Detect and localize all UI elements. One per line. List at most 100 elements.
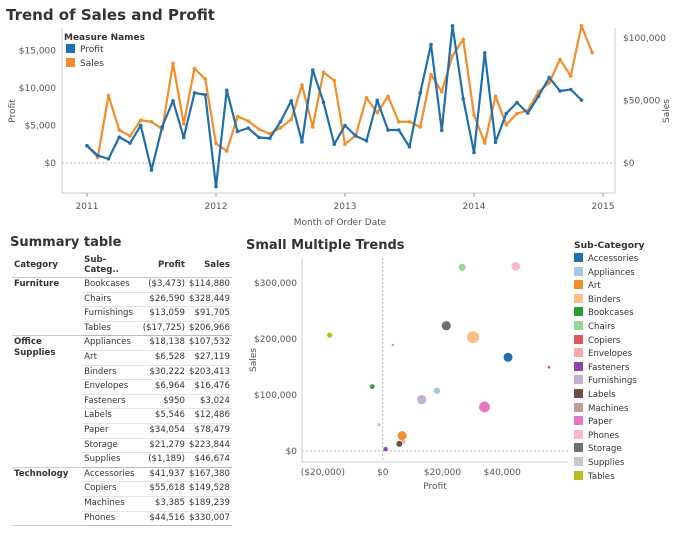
data-point-profit bbox=[396, 128, 401, 132]
data-point-sales bbox=[106, 93, 111, 98]
legend-label: Chairs bbox=[588, 321, 616, 332]
scatter-point-accessories bbox=[503, 352, 513, 362]
data-point-profit bbox=[171, 98, 175, 103]
legend-swatch bbox=[574, 348, 583, 358]
legend-swatch bbox=[574, 402, 583, 412]
scatter-point-art bbox=[397, 431, 407, 441]
legend-item-machines: Machines bbox=[574, 402, 645, 417]
category-cell: Technology bbox=[12, 467, 83, 527]
data-point-sales bbox=[128, 134, 132, 138]
data-point-sales bbox=[396, 119, 401, 124]
profit-cell: ($1,189) bbox=[140, 452, 187, 468]
table-row: Machines $3,385 $189,239 bbox=[12, 496, 232, 512]
trend-legend: Measure Names Profit Sales bbox=[64, 33, 145, 69]
legend-swatch-sales bbox=[66, 58, 75, 67]
legend-swatch bbox=[574, 320, 583, 330]
data-point-sales bbox=[579, 23, 584, 28]
legend-swatch bbox=[574, 253, 583, 262]
sales-cell: $149,528 bbox=[186, 481, 232, 497]
table-row: Furniture Bookcases ($3,473) $114,880 bbox=[12, 277, 232, 337]
legend-label-sales: Sales bbox=[80, 59, 104, 69]
table-row: Office Supplies Appliances $18,138 $107,532 bbox=[12, 335, 232, 468]
profit-cell: $13,059 bbox=[140, 306, 187, 322]
data-point-profit bbox=[267, 136, 272, 141]
table-row: Furnishings $13,059 $91,705 bbox=[12, 306, 232, 322]
data-point-profit bbox=[515, 100, 519, 105]
legend-swatch bbox=[574, 388, 583, 398]
profit-cell: $18,138 bbox=[140, 335, 187, 351]
subcategory-cell: Storage bbox=[82, 438, 141, 454]
data-point-sales bbox=[590, 50, 595, 55]
trend-y-left-tick: $10,000 bbox=[19, 84, 56, 94]
trend-chart-title: Trend of Sales and Profit bbox=[6, 6, 215, 24]
sales-cell: $203,413 bbox=[186, 365, 232, 381]
subcategory-legend: Sub-Category Accessories Appliances Art Bin… bbox=[574, 240, 645, 484]
data-point-profit bbox=[321, 100, 326, 105]
data-point-profit bbox=[407, 145, 412, 149]
scatter-y-axis-label: Sales bbox=[249, 348, 259, 372]
table-row: Paper $34,054 $78,479 bbox=[12, 423, 232, 439]
scatter-point-tables bbox=[327, 332, 333, 338]
subcategory-cell: Copiers bbox=[82, 481, 141, 497]
legend-item-copiers: Copiers bbox=[574, 334, 645, 349]
data-point-profit bbox=[504, 111, 509, 116]
col-header-profit: Profit bbox=[140, 253, 187, 278]
legend-label: Appliances bbox=[588, 267, 635, 278]
scatter-x-tick: $40,000 bbox=[484, 468, 521, 478]
trend-x-tick: 2013 bbox=[334, 202, 357, 212]
subcategory-cell: Envelopes bbox=[82, 379, 141, 395]
scatter-point-storage bbox=[441, 321, 451, 331]
scatter-point-fasteners bbox=[383, 446, 388, 452]
trend-y-right-tick: $50,000 bbox=[623, 97, 660, 107]
data-point-profit bbox=[353, 134, 358, 138]
trend-legend-title: Measure Names bbox=[64, 33, 145, 43]
table-row: Chairs $26,590 $328,449 bbox=[12, 292, 232, 308]
category-cell: Furniture bbox=[12, 277, 83, 337]
data-point-sales bbox=[257, 127, 261, 132]
legend-item-accessories: Accessories bbox=[574, 253, 645, 267]
data-point-profit bbox=[300, 140, 304, 144]
legend-item-phones: Phones bbox=[574, 429, 645, 444]
data-point-profit bbox=[235, 129, 240, 134]
data-point-profit bbox=[386, 128, 390, 132]
trend-y-right-label: Sales bbox=[662, 99, 672, 123]
trend-x-tick: 2015 bbox=[592, 202, 615, 212]
legend-swatch bbox=[574, 375, 583, 385]
scatter-point-bookcases bbox=[369, 384, 375, 390]
legend-item-appliances: Appliances bbox=[574, 266, 645, 281]
sales-cell: $3,024 bbox=[186, 394, 232, 410]
data-point-profit bbox=[117, 135, 122, 139]
table-row: Fasteners $950 $3,024 bbox=[12, 394, 232, 410]
data-point-sales bbox=[289, 117, 294, 122]
profit-cell: $6,964 bbox=[140, 379, 187, 395]
legend-label: Phones bbox=[588, 430, 620, 441]
scatter-y-tick: $100,000 bbox=[254, 391, 297, 401]
legend-label: Labels bbox=[588, 389, 616, 400]
subcategory-cell: Tables bbox=[82, 321, 141, 337]
subcategory-cell: Accessories bbox=[82, 467, 141, 483]
profit-cell: $6,528 bbox=[140, 350, 187, 366]
legend-label: Tables bbox=[588, 471, 615, 482]
scatter-point-copiers bbox=[547, 365, 551, 369]
data-point-sales bbox=[149, 119, 154, 124]
legend-label: Copiers bbox=[588, 335, 621, 346]
data-point-sales bbox=[181, 122, 186, 126]
subcategory-cell: Bookcases bbox=[82, 277, 141, 293]
sales-cell: $78,479 bbox=[186, 423, 232, 439]
data-point-profit bbox=[246, 126, 251, 130]
table-row: Art $6,528 $27,119 bbox=[12, 350, 232, 366]
profit-cell: $34,054 bbox=[140, 423, 187, 439]
table-row: Envelopes $6,964 $16,476 bbox=[12, 379, 232, 395]
subcategory-cell: Supplies bbox=[82, 452, 141, 468]
subcategory-cell: Binders bbox=[82, 365, 141, 381]
profit-cell: $30,222 bbox=[140, 365, 187, 381]
data-point-sales bbox=[493, 94, 498, 99]
scatter-point-phones bbox=[511, 261, 521, 271]
table-row: Tables ($17,725) $206,966 bbox=[12, 321, 232, 337]
trend-y-right-tick: $0 bbox=[623, 159, 635, 169]
data-point-profit bbox=[203, 92, 208, 97]
legend-swatch bbox=[574, 429, 583, 439]
trend-chart: $0 $5,000 $10,000 $15,000 $0 $50,000 $100,000 2… bbox=[8, 23, 672, 228]
data-point-profit bbox=[450, 23, 455, 28]
data-point-profit bbox=[493, 140, 498, 145]
